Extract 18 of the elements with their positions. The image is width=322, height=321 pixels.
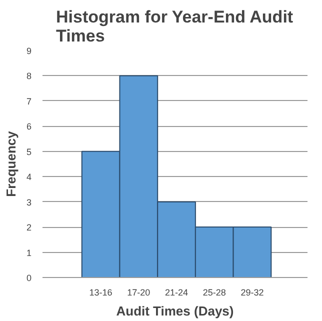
- y-tick-label: 1: [26, 248, 32, 258]
- x-tick-label: 29-32: [240, 288, 264, 298]
- x-tick-label: 21-24: [165, 288, 188, 298]
- y-tick-label: 0: [26, 273, 32, 283]
- y-tick-label: 7: [26, 96, 32, 106]
- x-tick-label: 13-16: [89, 288, 112, 298]
- x-tick-label: 17-20: [127, 288, 150, 298]
- y-tick-label: 3: [26, 197, 32, 208]
- y-tick-label: 2: [26, 222, 32, 233]
- y-axis-title: Frequency: [3, 130, 18, 197]
- y-tick-label: 8: [26, 71, 32, 82]
- x-axis-title: Audit Times (Days): [116, 304, 234, 318]
- y-tick-label: 9: [26, 46, 32, 56]
- y-tick-label: 4: [26, 172, 32, 182]
- chart-title: Histogram for Year-End Audit Times: [56, 8, 294, 46]
- y-tick-label: 6: [26, 122, 32, 132]
- y-tick-label: 5: [26, 146, 32, 157]
- x-tick-label: 25-28: [202, 288, 226, 298]
